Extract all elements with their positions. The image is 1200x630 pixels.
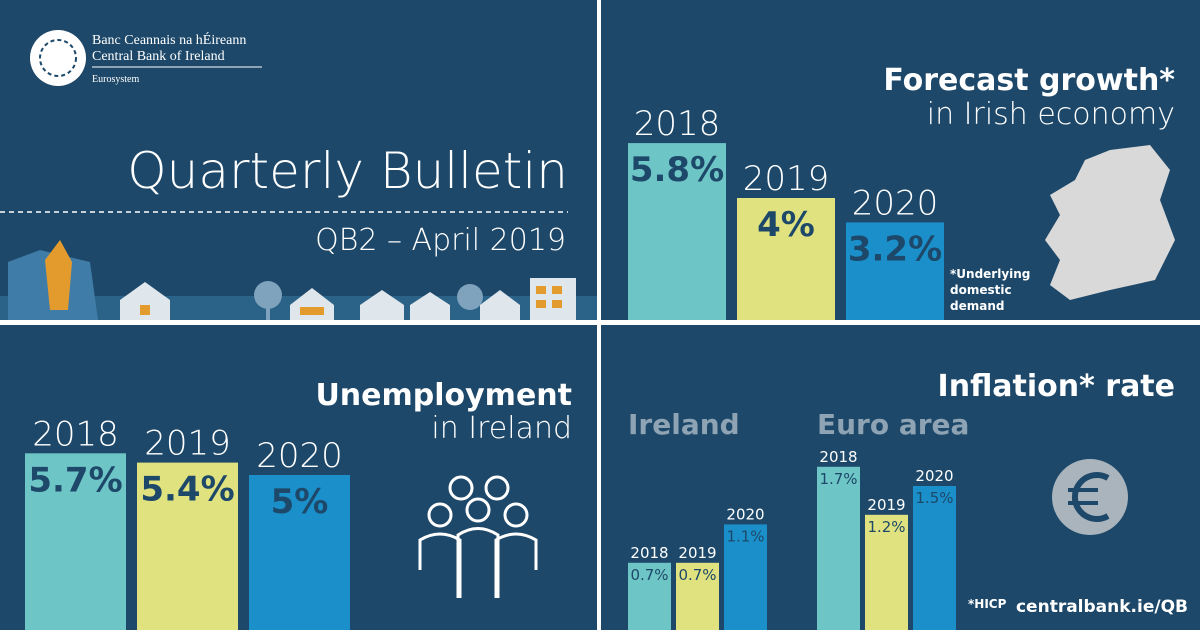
year-label: 2018 bbox=[634, 104, 721, 144]
bar bbox=[913, 486, 956, 630]
bar bbox=[846, 222, 944, 320]
year-label: 2019 bbox=[743, 159, 830, 199]
year-label: 2018 bbox=[32, 414, 119, 454]
value-label: 5.4% bbox=[140, 470, 234, 510]
main-title: Quarterly Bulletin bbox=[127, 142, 568, 200]
euro-coin bbox=[1071, 472, 1110, 522]
euro-coin bbox=[1052, 459, 1128, 535]
bar bbox=[676, 562, 719, 630]
main-subtitle: QB2 – April 2019 bbox=[315, 223, 566, 258]
chart-subtitle: in Irish economy bbox=[927, 97, 1175, 132]
bar bbox=[737, 198, 835, 320]
bar bbox=[249, 475, 350, 630]
bar bbox=[817, 466, 860, 630]
bar bbox=[628, 143, 726, 320]
logo-emblem bbox=[39, 39, 77, 77]
value-label: 1.7% bbox=[819, 470, 857, 488]
note: *Underlying domestic demand bbox=[950, 267, 1030, 313]
value-label: 3.2% bbox=[848, 229, 942, 269]
value-label: 1.1% bbox=[726, 527, 764, 545]
value-label: 4% bbox=[757, 205, 815, 245]
group-label: Ireland bbox=[628, 408, 740, 441]
logo-english: Central Bank of Ireland bbox=[92, 49, 225, 64]
chart-title: Inflation* rate bbox=[938, 369, 1175, 404]
chart-title: Forecast growth* bbox=[883, 63, 1175, 98]
value-label: 5.7% bbox=[28, 460, 122, 500]
chart-subtitle: in Ireland bbox=[431, 411, 572, 446]
value-label: 1.5% bbox=[915, 489, 953, 507]
chart-title: Unemployment bbox=[315, 378, 572, 413]
value-label: 5% bbox=[271, 482, 329, 522]
year-label: 2019 bbox=[144, 424, 231, 464]
bar bbox=[724, 524, 767, 630]
url[interactable]: centralbank.ie/QB bbox=[1016, 597, 1188, 617]
bar bbox=[628, 562, 671, 630]
logo-emblem bbox=[30, 30, 86, 86]
year-label: 2020 bbox=[852, 183, 939, 223]
year-label: 2019 bbox=[867, 496, 905, 514]
year-label: 2020 bbox=[256, 436, 343, 476]
ireland-map bbox=[1045, 145, 1175, 300]
value-label: 5.8% bbox=[630, 150, 724, 190]
value-label: 1.2% bbox=[867, 518, 905, 536]
panel bbox=[0, 0, 597, 320]
bar bbox=[25, 453, 126, 630]
year-label: 2019 bbox=[678, 544, 716, 562]
people-icon bbox=[418, 475, 538, 598]
logo-sub: Eurosystem bbox=[92, 74, 139, 85]
year-label: 2020 bbox=[726, 505, 764, 523]
group-label: Euro area bbox=[817, 408, 969, 441]
bar bbox=[865, 514, 908, 630]
note: *HICP bbox=[968, 597, 1007, 611]
value-label: 0.7% bbox=[678, 566, 716, 584]
bar bbox=[137, 462, 238, 630]
value-label: 0.7% bbox=[630, 566, 668, 584]
skyline bbox=[0, 240, 597, 320]
year-label: 2018 bbox=[819, 448, 857, 466]
year-label: 2020 bbox=[915, 467, 953, 485]
year-label: 2018 bbox=[630, 544, 668, 562]
logo-irish: Banc Ceannais na hÉireann bbox=[92, 31, 246, 48]
